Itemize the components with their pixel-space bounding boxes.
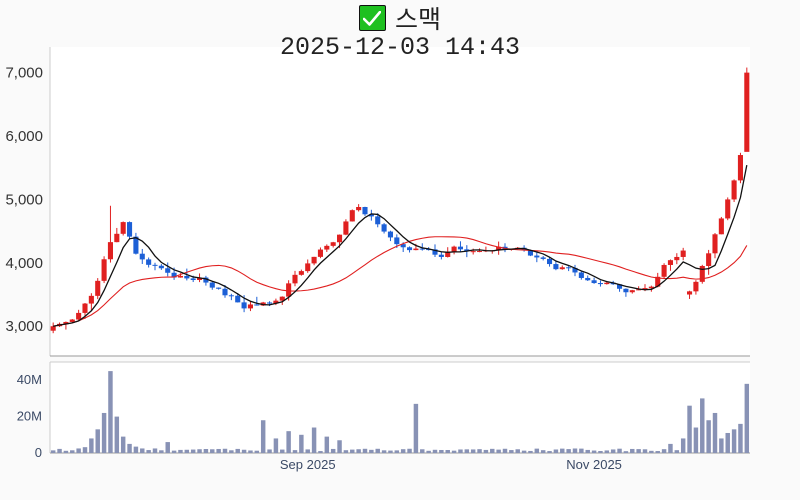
svg-text:5,000: 5,000 [5,191,43,208]
svg-text:Sep 2025: Sep 2025 [280,457,336,472]
svg-text:40M: 40M [17,372,42,387]
svg-text:4,000: 4,000 [5,255,43,272]
svg-text:7,000: 7,000 [5,65,43,82]
svg-text:6,000: 6,000 [5,128,43,145]
svg-text:20M: 20M [17,409,42,424]
svg-text:0: 0 [35,445,42,460]
svg-text:3,000: 3,000 [5,318,43,335]
svg-text:Nov 2025: Nov 2025 [566,457,622,472]
